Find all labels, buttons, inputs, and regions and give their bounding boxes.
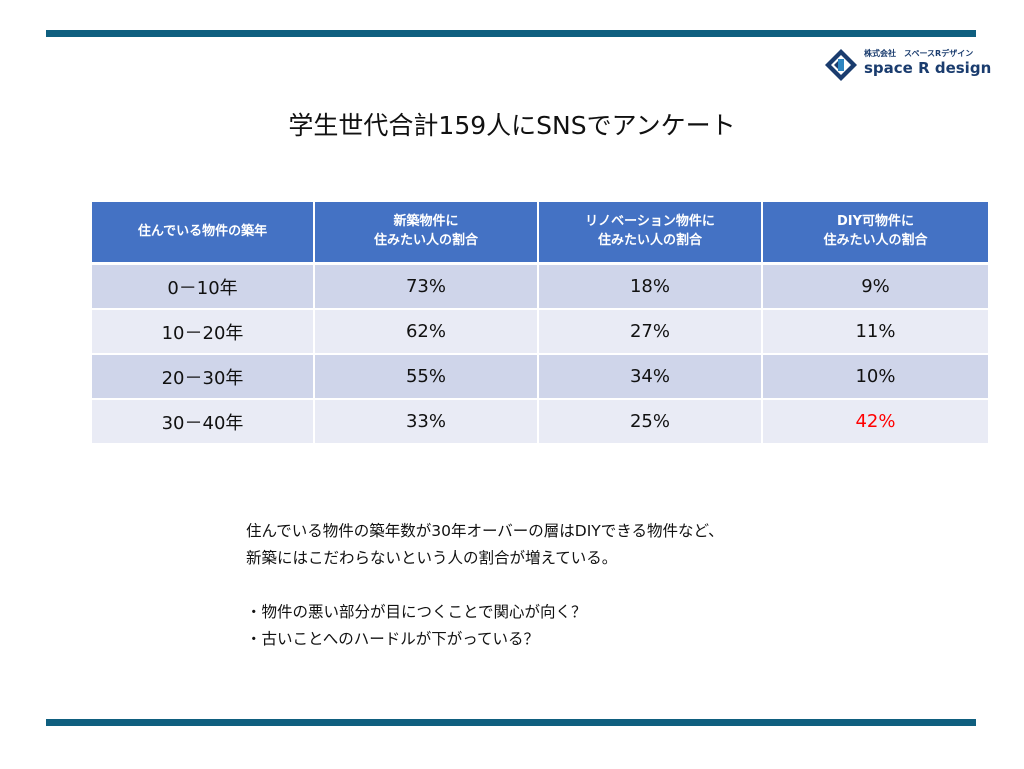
cell-building-age: 0－10年 xyxy=(92,263,315,310)
cell-diy: 10% xyxy=(762,354,988,400)
table-row: 30－40年 33% 25% 42% xyxy=(92,399,988,445)
cell-renovation: 27% xyxy=(538,309,763,355)
cell-diy-highlight: 42% xyxy=(762,399,988,445)
header-building-age: 住んでいる物件の築年 xyxy=(92,202,315,265)
cell-building-age: 10－20年 xyxy=(92,309,315,355)
company-logo: 株式会社 スペースRデザイン space R design xyxy=(822,46,991,86)
cell-diy: 9% xyxy=(762,263,988,310)
bottom-divider xyxy=(46,719,976,726)
space-r-design-logo-icon xyxy=(825,49,857,81)
note-line-2: 新築にはこだわらないという人の割合が増えている。 xyxy=(246,549,618,567)
table-header-row: 住んでいる物件の築年 新築物件に 住みたい人の割合 リノベーション物件に 住みた… xyxy=(92,202,988,265)
header-new-build-line2: 住みたい人の割合 xyxy=(373,233,478,248)
note-bullet-2: ・古いことへのハードルが下がっている？ xyxy=(246,630,539,648)
header-building-age-line1: 住んでいる物件の築年 xyxy=(137,223,268,239)
cell-new-build: 62% xyxy=(314,309,539,355)
cell-renovation: 34% xyxy=(538,354,763,400)
note-line-1: 住んでいる物件の築年数が30年オーバーの層はDIYできる物件など、 xyxy=(246,522,724,540)
cell-renovation: 18% xyxy=(538,263,763,310)
header-renovation-line1: リノベーション物件に xyxy=(585,214,715,230)
logo-brand-name: space R design xyxy=(864,59,992,77)
table-row: 20－30年 55% 34% 10% xyxy=(92,354,988,400)
top-divider xyxy=(46,30,976,37)
page-title: 学生世代合計159人にSNSでアンケート xyxy=(288,111,736,140)
note-bullet-1: ・物件の悪い部分が目につくことで関心が向く？ xyxy=(246,603,587,621)
header-diy-line2: 住みたい人の割合 xyxy=(823,233,928,248)
summary-notes: 住んでいる物件の築年数が30年オーバーの層はDIYできる物件など、 新築にはこだ… xyxy=(246,518,724,653)
logo-company-name: 株式会社 スペースRデザイン xyxy=(864,49,974,58)
table-row: 10－20年 62% 27% 11% xyxy=(92,309,988,355)
cell-diy: 11% xyxy=(762,309,988,355)
cell-new-build: 33% xyxy=(314,399,539,445)
cell-renovation: 25% xyxy=(538,399,763,445)
header-diy: DIY可物件に 住みたい人の割合 xyxy=(762,202,988,265)
survey-table: 住んでいる物件の築年 新築物件に 住みたい人の割合 リノベーション物件に 住みた… xyxy=(92,202,988,445)
cell-new-build: 73% xyxy=(314,263,539,310)
header-new-build: 新築物件に 住みたい人の割合 xyxy=(314,202,539,265)
header-new-build-line1: 新築物件に xyxy=(393,214,459,230)
table-row: 0－10年 73% 18% 9% xyxy=(92,263,988,310)
cell-building-age: 20－30年 xyxy=(92,354,315,400)
cell-new-build: 55% xyxy=(314,354,539,400)
note-spacer xyxy=(246,572,724,599)
header-diy-line1: DIY可物件に xyxy=(836,214,915,230)
cell-building-age: 30－40年 xyxy=(92,399,315,445)
header-renovation-line2: 住みたい人の割合 xyxy=(597,233,702,248)
header-renovation: リノベーション物件に 住みたい人の割合 xyxy=(538,202,763,265)
